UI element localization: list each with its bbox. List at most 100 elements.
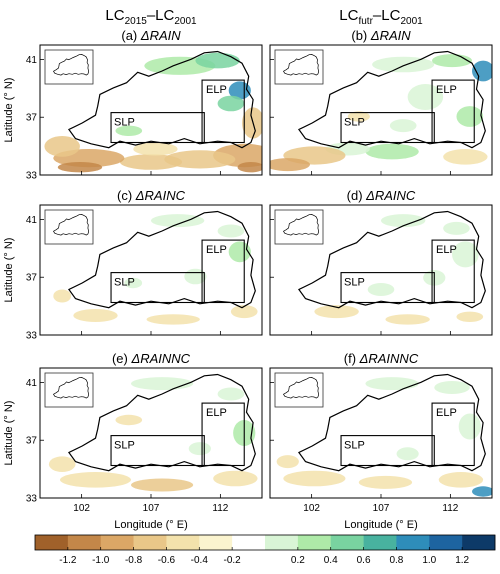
ytick-label: 41 (26, 215, 38, 226)
colorbar-tick-label: 0.4 (324, 555, 338, 566)
inset-map-frame (274, 372, 324, 408)
xtick-label: 112 (442, 503, 458, 514)
slp-region-box (110, 112, 205, 144)
xtick-label: 112 (212, 503, 228, 514)
panel-e: ELP SLP (e) ΔRAINNC 33 37 41 102 107 112 (26, 351, 263, 514)
colorbar-tick-label: 1.2 (455, 555, 469, 566)
heatmap-cell (365, 143, 419, 160)
heatmap-cell (195, 52, 240, 69)
slp-region-box (340, 435, 435, 467)
ytick-label: 37 (26, 113, 38, 124)
heatmap-cell (115, 125, 143, 136)
colorbar-swatch (330, 535, 364, 550)
heatmap-cell (188, 442, 211, 456)
elp-region-box (201, 402, 245, 467)
heatmap-cell (358, 475, 413, 489)
panel-variable: ΔRAINC (365, 188, 416, 203)
heatmap-cell (438, 472, 484, 488)
panel-letter: (c) (117, 188, 136, 203)
ytick-label: 33 (26, 171, 38, 182)
elp-region-box (431, 79, 475, 144)
elp-region-box (431, 402, 475, 467)
heatmap-cell (472, 486, 492, 497)
heatmap-cell (59, 472, 132, 488)
colorbar-frame (34, 534, 496, 551)
heatmap-cell (48, 456, 76, 473)
panel-title: (e) ΔRAINNC (112, 351, 191, 366)
heatmap-cell (228, 241, 251, 263)
colorbar-swatch (133, 535, 167, 550)
slp-label: SLP (114, 277, 135, 289)
heatmap-cell (242, 107, 262, 139)
heatmap-cell (228, 81, 251, 100)
heatmap-cell (124, 277, 143, 289)
heatmap-cell (131, 377, 194, 391)
heatmap-field (44, 52, 262, 173)
colorbar-tick-label: 0.8 (389, 555, 403, 566)
xtick-label: 107 (373, 503, 390, 514)
inset-map-frame (44, 209, 94, 245)
heatmap-cell (217, 95, 245, 112)
inset-map-frame (44, 372, 94, 408)
panel-variable: ΔRAINNC (359, 351, 419, 366)
colorbar-swatch (429, 535, 463, 550)
ytick-label: 41 (26, 378, 38, 389)
xtick-label: 102 (73, 503, 90, 514)
ylabel-row-1: Latitude (° N) (3, 78, 15, 143)
heatmap-cell (270, 158, 310, 172)
slp-region-box (110, 435, 205, 467)
elp-label: ELP (206, 407, 227, 419)
heatmap-cell (458, 413, 481, 440)
ylabel-row-2: Latitude (° N) (3, 238, 15, 303)
plateau-boundary (67, 373, 256, 472)
inset-map-frame (274, 209, 324, 245)
heatmap-cell (276, 455, 299, 469)
colorbar-swatch (100, 535, 134, 550)
heatmap-cell (314, 305, 359, 319)
heatmap-cell (456, 106, 484, 127)
panel-letter: (e) (112, 351, 132, 366)
colorbar-tick-label: -0.8 (125, 555, 143, 566)
elp-region-box (201, 239, 245, 304)
heatmap-cell (119, 154, 183, 170)
plateau-boundary (297, 210, 486, 309)
colorbar-tick-label: -0.2 (224, 555, 242, 566)
panel-b: ELP SLP (b) ΔRAIN (269, 28, 493, 176)
heatmap-cell (53, 289, 72, 303)
heatmap-cell (456, 311, 484, 322)
colorbar-swatch (396, 535, 430, 550)
heatmap-cell (396, 447, 419, 461)
panel-title: (b) ΔRAIN (351, 28, 411, 43)
xlabel-right: Longitude (° E) (344, 519, 418, 531)
colorbar-tick-label: -0.4 (191, 555, 209, 566)
heatmap-cell (407, 84, 444, 110)
xlabel-left: Longitude (° E) (114, 519, 188, 531)
panel-title: (f) ΔRAINNC (344, 351, 419, 366)
heatmap-cell (217, 387, 245, 401)
heatmap-cell (283, 470, 346, 487)
slp-region-box (340, 272, 435, 304)
heatmap-cell (57, 162, 103, 173)
ytick-label: 33 (26, 331, 38, 342)
panel-variable: ΔRAIN (370, 28, 411, 43)
inset-map-outline (53, 54, 90, 76)
heatmap-cell (443, 221, 470, 235)
inset-map-outline (283, 54, 320, 76)
colorbar-tick-label: -1.2 (59, 555, 77, 566)
heatmap-cell (432, 54, 473, 68)
heatmap-cell (217, 224, 245, 238)
heatmap-cell (443, 149, 488, 165)
panel-variable: ΔRAINNC (130, 351, 190, 366)
heatmap-cell (73, 309, 118, 322)
ytick-label: 41 (26, 55, 38, 66)
colorbar-swatch (166, 535, 200, 550)
panel-a: ELP SLP (a) ΔRAIN 33 37 41 (26, 28, 263, 182)
heatmap-cell (389, 119, 417, 133)
slp-label: SLP (114, 440, 135, 452)
colorbar-swatch (363, 535, 397, 550)
heatmap-cell (472, 60, 492, 82)
slp-label: SLP (114, 117, 135, 129)
slp-label: SLP (344, 440, 365, 452)
inset-map-frame (274, 49, 324, 85)
